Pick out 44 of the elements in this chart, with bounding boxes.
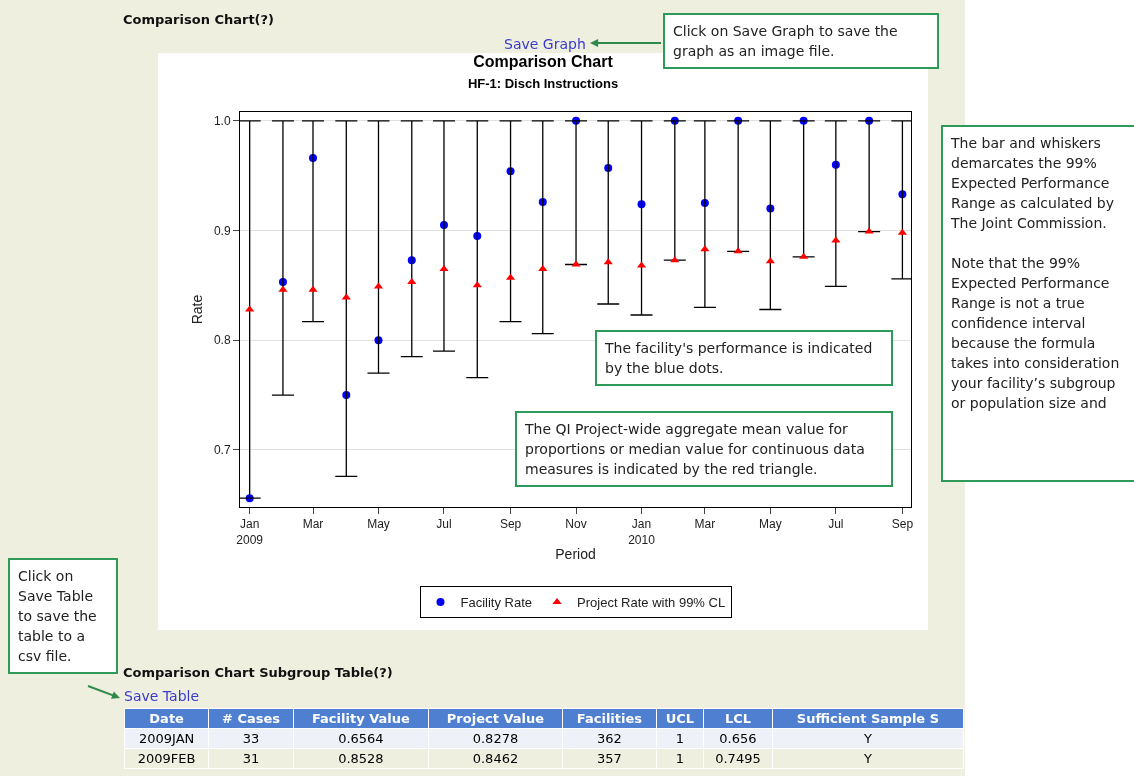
x-tick-label: Jul — [828, 517, 844, 532]
y-tick-label: 1.0 — [213, 113, 231, 128]
x-tick-label: Jan 2010 — [628, 517, 656, 547]
point — [538, 264, 548, 271]
x-tick-label: Sep — [891, 517, 914, 532]
y-tick-label: 0.7 — [213, 443, 231, 458]
text: Comparison Chart Subgroup Table(?) — [123, 664, 393, 682]
x-tick-label: Mar — [694, 517, 716, 532]
chart-subtitle: HF-1: Disch Instructions — [467, 76, 619, 92]
text: 2009JAN 33 0.6564 0.8278 362 1 0.656 Y — [138, 731, 872, 746]
text: Save Graph — [504, 35, 586, 54]
annotation: The facility's performance is indicated by the blue dots. — [595, 330, 893, 386]
x-tick-label: Jul — [436, 517, 452, 532]
x-axis-title: Period — [555, 546, 596, 562]
y-tick-label: 0.8 — [213, 333, 231, 348]
x-tick-label: May — [367, 517, 390, 532]
point — [278, 285, 288, 292]
chart-title: Comparison Chart — [473, 53, 614, 71]
text: Click on Save Table to save the table to a csv file. — [8, 558, 118, 674]
text: 2009FEB 31 0.8528 0.8462 357 1 0.7495 Y — [137, 751, 872, 766]
x-tick-label: May — [759, 517, 782, 532]
point — [864, 227, 874, 234]
x-tick-label: Sep — [499, 517, 522, 532]
point — [407, 278, 417, 285]
point — [308, 285, 318, 292]
y-axis-title: Rate — [189, 294, 205, 325]
x-tick-label: Mar — [302, 517, 324, 532]
text: Comparison Chart(?) — [123, 11, 275, 29]
y-tick-label: 0.9 — [213, 223, 231, 238]
legend-label: Project Rate with 99% CL — [577, 595, 726, 611]
point — [245, 305, 255, 312]
point — [765, 257, 775, 264]
point — [670, 256, 680, 263]
point — [571, 260, 581, 267]
text: Date # Cases Facility Value Project Value Facilities UCL LCL Sufficient Sample S — [149, 711, 940, 726]
point — [799, 252, 809, 259]
x-tick-label: Jan 2009 — [236, 517, 264, 547]
text: Save Table — [124, 687, 200, 706]
x-tick-label: Nov — [565, 517, 587, 532]
text: The bar and whiskers demarcates the 99% Expected Performance Range as calculated by The Joint Commission. Note that the 99% Expected Performance Range is not a true confidence interval because the formula takes into consideration your facility’s subgroup or population size and — [951, 135, 1120, 411]
annotation: The QI Project-wide aggregate mean value for proportions or median value for continuous data measures is indicated by the red triangle. — [515, 411, 893, 487]
legend-label: Facility Rate — [460, 595, 533, 611]
text: Click on Save Graph to save the graph as an image file. — [663, 13, 939, 69]
point — [439, 264, 449, 271]
